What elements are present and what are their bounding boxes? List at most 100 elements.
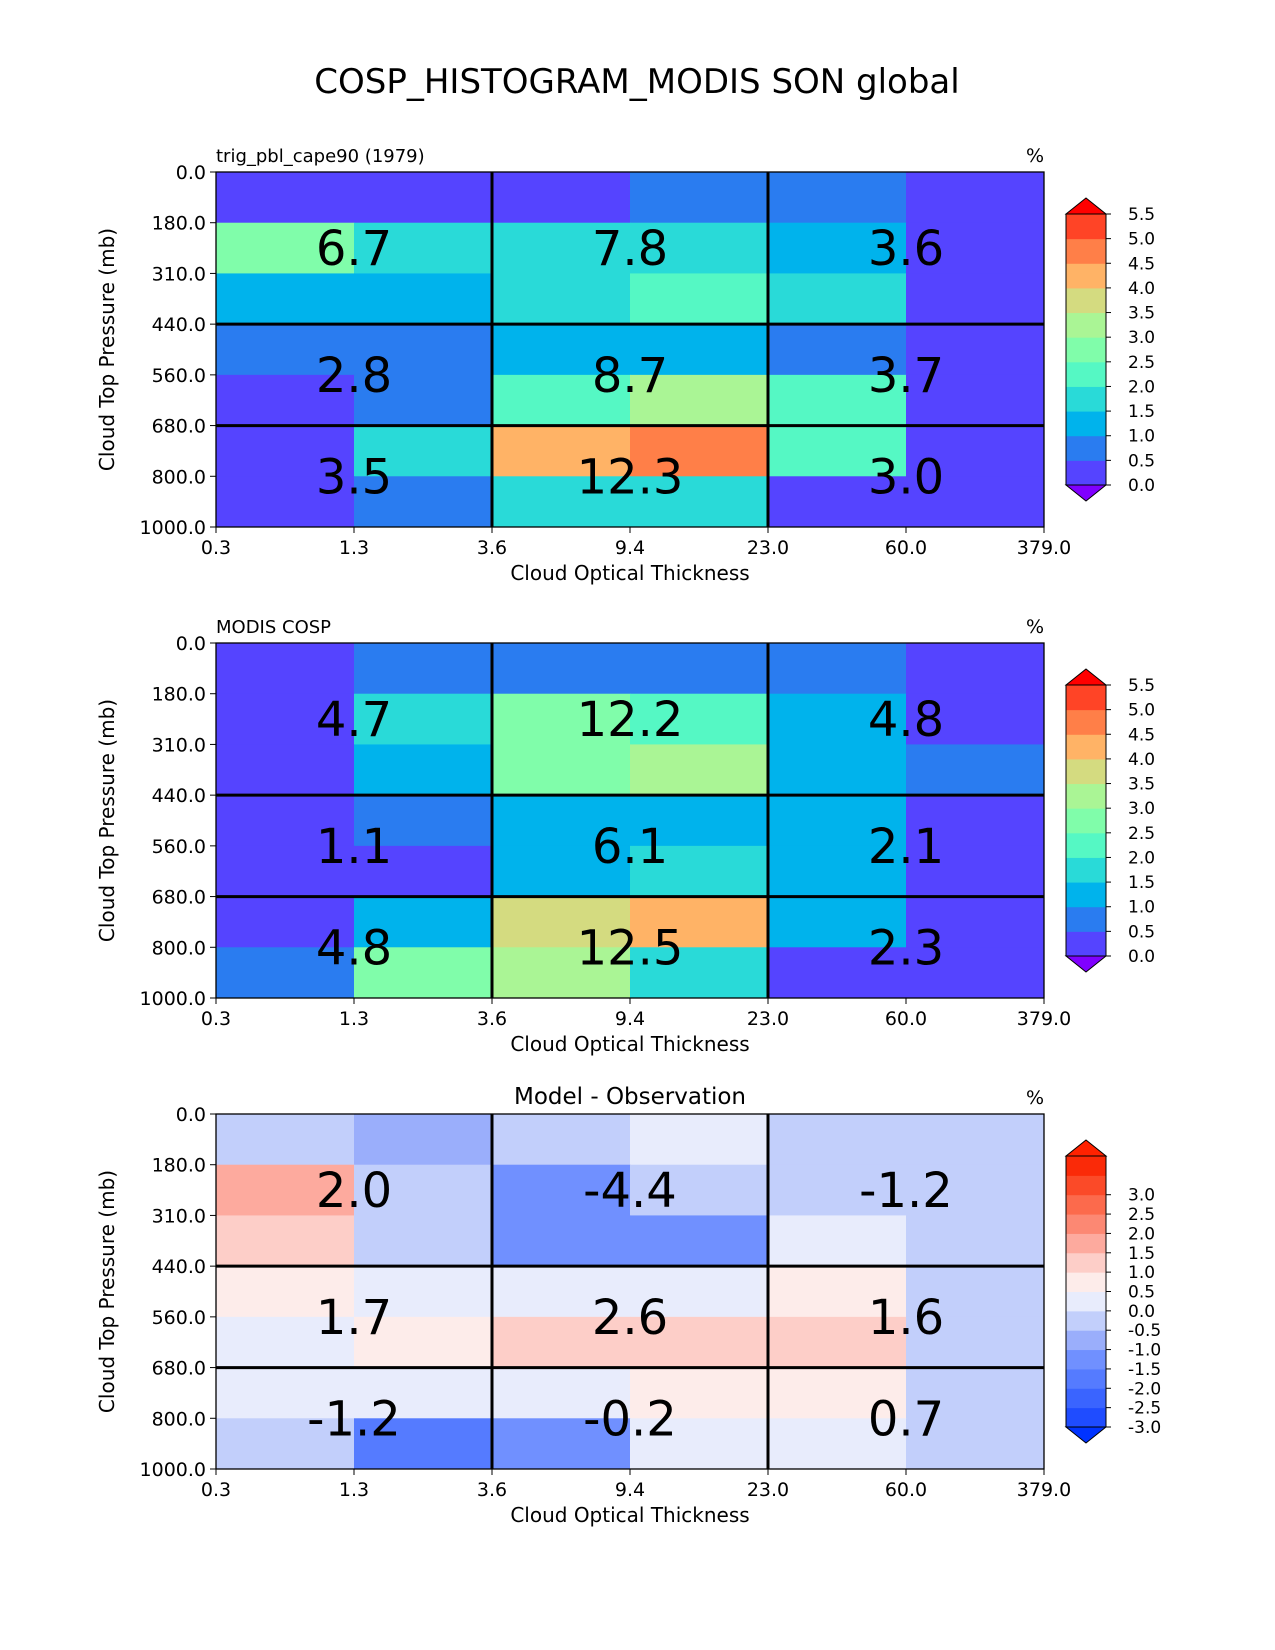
colorbar-tick-label: 4.5 — [1128, 725, 1155, 745]
figure-title: COSP_HISTOGRAM_MODIS SON global — [314, 62, 959, 102]
colorbar-segment — [1066, 906, 1106, 932]
colorbar-segment — [1066, 263, 1106, 289]
box-value-label: 3.7 — [868, 348, 944, 404]
heatmap-cell — [768, 273, 907, 325]
box-value-label: 3.5 — [316, 449, 392, 505]
heatmap-cell — [492, 273, 631, 325]
heatmap-cell — [906, 1418, 1045, 1470]
colorbar-tick-label: 2.5 — [1128, 824, 1155, 844]
colorbar-tick-label: 2.0 — [1128, 1224, 1155, 1244]
colorbar-segment — [1066, 238, 1106, 264]
colorbar-tick-label: 3.5 — [1128, 304, 1155, 324]
panel-title: Model - Observation — [514, 1084, 746, 1110]
heatmap-cell — [630, 476, 769, 528]
colorbar-tick-label: 3.0 — [1128, 1186, 1155, 1206]
heatmap-cell — [768, 744, 907, 796]
x-tick-label: 1.3 — [339, 537, 369, 559]
heatmap-cell — [906, 744, 1045, 796]
x-tick-label: 9.4 — [615, 1479, 645, 1501]
x-tick-label: 0.3 — [201, 1479, 231, 1501]
heatmap-cell — [768, 1215, 907, 1267]
box-value-label: -1.2 — [859, 1163, 953, 1219]
heatmap-cell — [630, 222, 769, 274]
heatmap-cell — [216, 324, 355, 376]
colorbar-frame — [1065, 684, 1107, 957]
colorbar-segment — [1066, 1252, 1106, 1273]
heatmap-cell — [354, 1266, 493, 1318]
heatmap-cell — [492, 1215, 631, 1267]
colorbar-segment — [1066, 386, 1106, 412]
heatmap-cell — [906, 845, 1045, 898]
heatmap-cell — [630, 1266, 769, 1318]
colorbar-tick-label: 2.0 — [1128, 377, 1155, 397]
box-value-label: 3.0 — [868, 449, 944, 505]
box-value-label: 2.3 — [868, 920, 944, 976]
y-tick-label: 180.0 — [152, 684, 206, 706]
colorbar-segment — [1066, 1156, 1106, 1176]
heatmap-cell — [216, 1367, 355, 1419]
heatmap-cell — [492, 476, 631, 528]
heatmap-cell — [906, 425, 1045, 477]
x-tick-label: 0.3 — [201, 1008, 231, 1030]
heatmap-cell — [354, 795, 493, 847]
heatmap-cell — [906, 374, 1045, 427]
colorbar-tick-label: 0.0 — [1128, 476, 1155, 496]
heatmap-cell — [768, 693, 907, 745]
heatmap-cell — [354, 1367, 493, 1419]
box-value-label: 12.2 — [577, 692, 684, 748]
colorbar-tick-label: 0.5 — [1128, 1283, 1155, 1303]
colorbar-segment — [1066, 857, 1106, 883]
box-value-label: 1.6 — [868, 1290, 944, 1346]
heatmap-cell — [768, 845, 907, 898]
heatmap-cell — [630, 1215, 769, 1267]
colorbar-tick-label: 1.0 — [1128, 898, 1155, 918]
y-tick-label: 0.0 — [176, 162, 206, 184]
heatmap-cell — [768, 1164, 907, 1216]
heatmap-cell — [354, 324, 493, 376]
heatmap-cell — [216, 795, 355, 847]
heatmap-cell — [354, 744, 493, 796]
x-tick-label: 3.6 — [477, 1479, 507, 1501]
heatmap-cell — [492, 425, 631, 477]
x-tick-label: 379.0 — [1017, 1479, 1071, 1501]
box-value-label: 2.1 — [868, 819, 944, 875]
colorbar-tick-label: -2.5 — [1128, 1399, 1161, 1419]
box-value-label: 4.8 — [868, 692, 944, 748]
heatmap-cell — [630, 1114, 769, 1166]
heatmap-cell — [768, 643, 907, 695]
heatmap-cell — [630, 1367, 769, 1419]
heatmap-cell — [768, 172, 907, 224]
colorbar-segment — [1066, 1407, 1106, 1428]
units-label: % — [1026, 145, 1044, 167]
heatmap-cell — [768, 1114, 907, 1166]
colorbar-segment — [1066, 1194, 1106, 1215]
colorbar-segment — [1066, 685, 1106, 711]
x-tick-label: 379.0 — [1017, 537, 1071, 559]
colorbar-segment — [1066, 435, 1106, 461]
y-tick-label: 680.0 — [152, 416, 206, 438]
y-axis-label: Cloud Top Pressure (mb) — [95, 228, 119, 471]
heatmap-cell — [906, 1215, 1045, 1267]
heatmap-cell — [216, 374, 355, 427]
heatmap-cell — [630, 845, 769, 898]
y-tick-label: 800.0 — [152, 937, 206, 959]
heatmap-cell — [216, 172, 355, 224]
heatmap-cell — [216, 896, 355, 948]
x-tick-label: 9.4 — [615, 1008, 645, 1030]
heatmap-cell — [492, 222, 631, 274]
colorbar-tick-label: 3.5 — [1128, 775, 1155, 795]
heatmap-cell — [630, 1164, 769, 1216]
colorbar-tick-label: 4.5 — [1128, 254, 1155, 274]
y-tick-label: 800.0 — [152, 1408, 206, 1430]
colorbar-segment — [1066, 1214, 1106, 1234]
colorbar-extend-min — [1064, 484, 1108, 502]
heatmap-cell — [354, 425, 493, 477]
colorbar-segment — [1066, 1272, 1106, 1292]
heatmap-cell — [492, 795, 631, 847]
colorbar-tick-label: 0.0 — [1128, 947, 1155, 967]
panel-test: 6.7 7.8 3.6 2.8 8.7 3.7 3.5 12.3 3.0 0.3 1.3 3.6 9.4… — [95, 145, 1155, 585]
heatmap-cell — [216, 1418, 355, 1470]
colorbar-segment — [1066, 312, 1106, 338]
colorbar-segment — [1066, 734, 1106, 760]
heatmap-cell — [768, 324, 907, 376]
